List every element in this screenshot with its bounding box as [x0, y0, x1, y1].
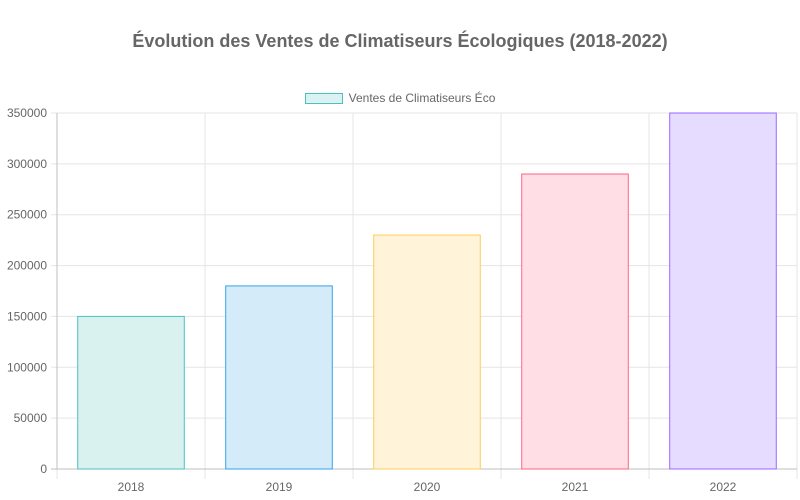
y-tick-label: 300000 — [7, 157, 47, 171]
legend[interactable]: Ventes de Climatiseurs Éco — [0, 89, 800, 107]
y-tick-label: 200000 — [7, 259, 47, 273]
legend-label[interactable]: Ventes de Climatiseurs Éco — [348, 91, 496, 105]
y-tick-label: 0 — [40, 462, 47, 476]
bar-2018[interactable] — [77, 315, 185, 470]
bar-2022[interactable] — [669, 112, 777, 470]
bars-layer — [77, 112, 777, 470]
bar-2020[interactable] — [373, 234, 481, 470]
y-tick-label: 150000 — [7, 309, 47, 323]
chart-title: Évolution des Ventes de Climatiseurs Éco… — [132, 31, 668, 51]
x-tick-label: 2020 — [414, 480, 441, 494]
y-tick-label: 250000 — [7, 208, 47, 222]
bar-2019[interactable] — [225, 285, 333, 470]
x-tick-label: 2022 — [710, 480, 737, 494]
x-tick-label: 2018 — [118, 480, 145, 494]
bar-2021[interactable] — [521, 173, 629, 470]
labels-layer: 0 50000 100000 150000 200000 250000 300000 3500… — [7, 106, 737, 494]
legend-swatch[interactable] — [304, 92, 343, 104]
x-tick-label: 2021 — [562, 480, 589, 494]
y-tick-label: 100000 — [7, 360, 47, 374]
y-tick-label: 350000 — [7, 106, 47, 120]
y-tick-label: 50000 — [14, 411, 48, 425]
x-tick-label: 2019 — [266, 480, 293, 494]
